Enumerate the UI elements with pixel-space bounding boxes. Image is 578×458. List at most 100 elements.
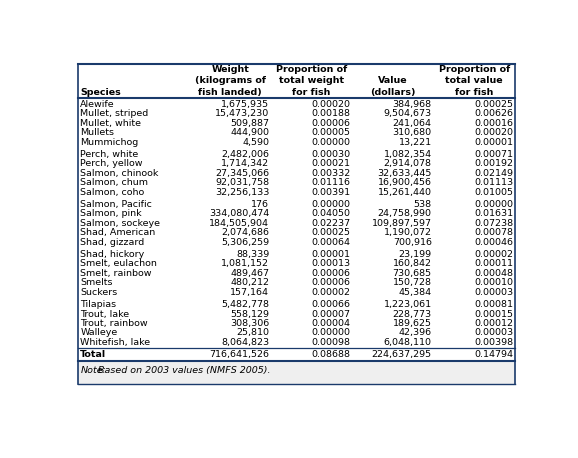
Text: 0.00098: 0.00098 bbox=[312, 338, 350, 347]
Text: Trout, lake: Trout, lake bbox=[80, 310, 129, 318]
Text: Tilapias: Tilapias bbox=[80, 300, 116, 309]
Text: 109,897,597: 109,897,597 bbox=[372, 219, 432, 228]
Text: 310,680: 310,680 bbox=[392, 128, 432, 137]
Text: 2,074,686: 2,074,686 bbox=[221, 228, 269, 237]
Text: Smelt, eulachon: Smelt, eulachon bbox=[80, 259, 157, 268]
Text: 730,685: 730,685 bbox=[392, 269, 432, 278]
Text: 1,082,354: 1,082,354 bbox=[384, 150, 432, 159]
Text: 0.00064: 0.00064 bbox=[312, 238, 350, 247]
Text: 2,482,006: 2,482,006 bbox=[221, 150, 269, 159]
Text: 308,306: 308,306 bbox=[230, 319, 269, 328]
Text: 228,773: 228,773 bbox=[392, 310, 432, 318]
Text: 1,190,072: 1,190,072 bbox=[384, 228, 432, 237]
Text: 189,625: 189,625 bbox=[392, 319, 432, 328]
Text: 160,842: 160,842 bbox=[392, 259, 432, 268]
Text: 0.00006: 0.00006 bbox=[312, 119, 350, 128]
Text: 0.00004: 0.00004 bbox=[312, 319, 350, 328]
Text: 0.00332: 0.00332 bbox=[311, 169, 350, 178]
Text: 8,064,823: 8,064,823 bbox=[221, 338, 269, 347]
Text: 0.00003: 0.00003 bbox=[474, 288, 513, 297]
Text: Perch, yellow: Perch, yellow bbox=[80, 159, 143, 168]
Text: 0.02237: 0.02237 bbox=[312, 219, 350, 228]
Text: 0.00081: 0.00081 bbox=[474, 300, 513, 309]
Text: 509,887: 509,887 bbox=[230, 119, 269, 128]
Text: Species: Species bbox=[80, 87, 121, 97]
Text: 16,900,456: 16,900,456 bbox=[378, 178, 432, 187]
Text: 241,064: 241,064 bbox=[392, 119, 432, 128]
Text: 489,467: 489,467 bbox=[230, 269, 269, 278]
Text: 0.00025: 0.00025 bbox=[474, 100, 513, 109]
Text: 15,261,440: 15,261,440 bbox=[378, 188, 432, 196]
Text: Salmon, chum: Salmon, chum bbox=[80, 178, 149, 187]
Text: 480,212: 480,212 bbox=[230, 278, 269, 287]
Text: 23,199: 23,199 bbox=[399, 250, 432, 259]
Text: 0.08688: 0.08688 bbox=[312, 350, 350, 359]
Text: 32,256,133: 32,256,133 bbox=[215, 188, 269, 196]
Text: 0.00016: 0.00016 bbox=[474, 119, 513, 128]
Text: Mummichog: Mummichog bbox=[80, 137, 139, 147]
Text: Shad, hickory: Shad, hickory bbox=[80, 250, 144, 259]
Text: Smelts: Smelts bbox=[80, 278, 113, 287]
Text: 0.02149: 0.02149 bbox=[474, 169, 513, 178]
Text: 4,590: 4,590 bbox=[242, 137, 269, 147]
Text: 224,637,295: 224,637,295 bbox=[372, 350, 432, 359]
Text: 0.00020: 0.00020 bbox=[312, 100, 350, 109]
Text: Salmon, coho: Salmon, coho bbox=[80, 188, 144, 196]
Text: 42,396: 42,396 bbox=[399, 328, 432, 338]
Text: Shad, American: Shad, American bbox=[80, 228, 155, 237]
Text: 0.00001: 0.00001 bbox=[312, 250, 350, 259]
Text: Note:: Note: bbox=[81, 365, 107, 375]
Text: 0.00006: 0.00006 bbox=[312, 269, 350, 278]
Text: 0.01631: 0.01631 bbox=[474, 209, 513, 218]
Text: 1,675,935: 1,675,935 bbox=[221, 100, 269, 109]
Bar bbox=[77, 361, 515, 384]
Text: 6,048,110: 6,048,110 bbox=[384, 338, 432, 347]
Text: 0.00048: 0.00048 bbox=[474, 269, 513, 278]
Text: 0.00003: 0.00003 bbox=[474, 328, 513, 338]
Text: 0.00012: 0.00012 bbox=[474, 319, 513, 328]
Text: 13,221: 13,221 bbox=[399, 137, 432, 147]
Text: 5,306,259: 5,306,259 bbox=[221, 238, 269, 247]
Text: Proportion of
total weight
for fish: Proportion of total weight for fish bbox=[276, 65, 347, 97]
Text: 0.00015: 0.00015 bbox=[474, 310, 513, 318]
Text: 1,081,152: 1,081,152 bbox=[221, 259, 269, 268]
Text: 0.00013: 0.00013 bbox=[312, 259, 350, 268]
Text: 0.00398: 0.00398 bbox=[474, 338, 513, 347]
Text: 334,080,474: 334,080,474 bbox=[209, 209, 269, 218]
Text: 0.04050: 0.04050 bbox=[312, 209, 350, 218]
Text: 0.00021: 0.00021 bbox=[312, 159, 350, 168]
Text: 538: 538 bbox=[414, 200, 432, 209]
Text: 5,482,778: 5,482,778 bbox=[221, 300, 269, 309]
Text: 0.00010: 0.00010 bbox=[474, 278, 513, 287]
Text: 0.00626: 0.00626 bbox=[474, 109, 513, 118]
Text: 0.01116: 0.01116 bbox=[312, 178, 350, 187]
Text: 9,504,673: 9,504,673 bbox=[384, 109, 432, 118]
Text: 0.00046: 0.00046 bbox=[474, 238, 513, 247]
Text: 0.00391: 0.00391 bbox=[312, 188, 350, 196]
Text: 0.00001: 0.00001 bbox=[474, 137, 513, 147]
Text: 384,968: 384,968 bbox=[392, 100, 432, 109]
Text: 0.00002: 0.00002 bbox=[312, 288, 350, 297]
Text: Shad, gizzard: Shad, gizzard bbox=[80, 238, 144, 247]
Text: 27,345,066: 27,345,066 bbox=[215, 169, 269, 178]
Text: Mullet, white: Mullet, white bbox=[80, 119, 141, 128]
Text: 0.07238: 0.07238 bbox=[474, 219, 513, 228]
Text: 0.00188: 0.00188 bbox=[312, 109, 350, 118]
Text: 45,384: 45,384 bbox=[399, 288, 432, 297]
Text: 700,916: 700,916 bbox=[392, 238, 432, 247]
Text: 0.00030: 0.00030 bbox=[312, 150, 350, 159]
Text: Smelt, rainbow: Smelt, rainbow bbox=[80, 269, 152, 278]
Text: Walleye: Walleye bbox=[80, 328, 117, 338]
Text: Proportion of
total value
for fish: Proportion of total value for fish bbox=[439, 65, 510, 97]
Text: 88,339: 88,339 bbox=[236, 250, 269, 259]
Text: 0.00011: 0.00011 bbox=[474, 259, 513, 268]
Text: 1,714,342: 1,714,342 bbox=[221, 159, 269, 168]
Text: Trout, rainbow: Trout, rainbow bbox=[80, 319, 148, 328]
Text: 716,641,526: 716,641,526 bbox=[209, 350, 269, 359]
Text: 1,223,061: 1,223,061 bbox=[384, 300, 432, 309]
Text: 0.00000: 0.00000 bbox=[312, 137, 350, 147]
Text: Salmon, sockeye: Salmon, sockeye bbox=[80, 219, 160, 228]
Text: Mullet, striped: Mullet, striped bbox=[80, 109, 149, 118]
Text: Mullets: Mullets bbox=[80, 128, 114, 137]
Text: 0.00000: 0.00000 bbox=[312, 200, 350, 209]
